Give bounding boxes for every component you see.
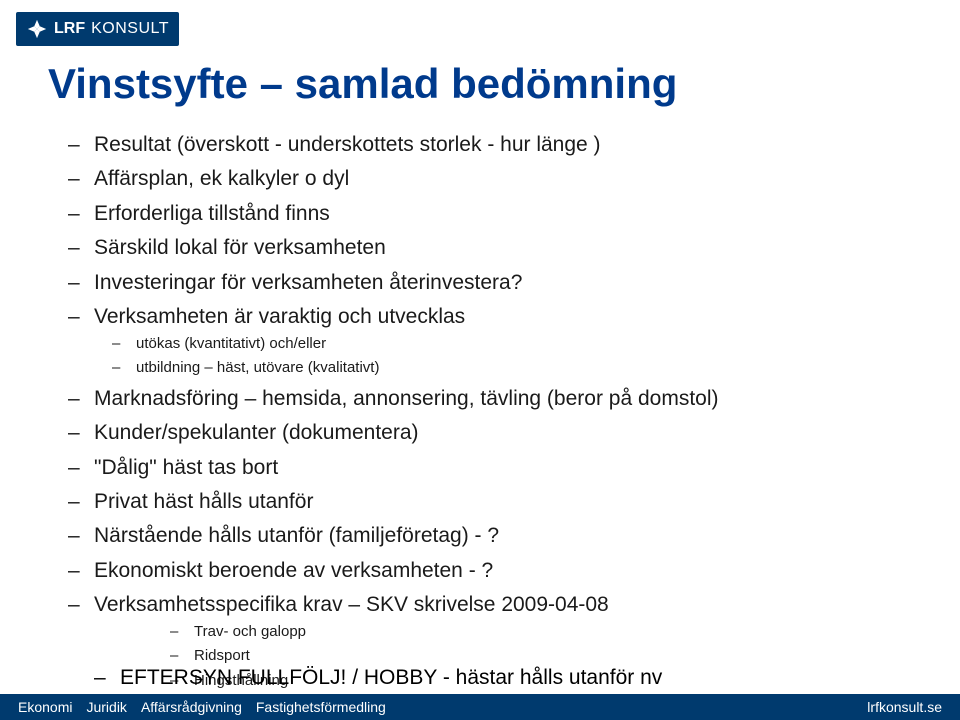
list-item-text: Resultat (överskott - underskottets stor… bbox=[94, 133, 601, 156]
last-line: EFTERSYN FULLFÖLJ! / HOBBY - hästar håll… bbox=[120, 666, 662, 690]
list-item-text: Ekonomiskt beroende av verksamheten - ? bbox=[94, 559, 493, 582]
list-item: Närstående hålls utanför (familjeföretag… bbox=[94, 521, 920, 551]
list-item-text: Särskild lokal för verksamheten bbox=[94, 236, 386, 259]
list-item: Marknadsföring – hemsida, annonsering, t… bbox=[94, 384, 920, 414]
list-item: Privat häst hålls utanför bbox=[94, 487, 920, 517]
list-item: Verksamheten är varaktig och utvecklas ut… bbox=[94, 302, 920, 379]
list-item-text: Erforderliga tillstånd finns bbox=[94, 202, 330, 225]
sub-item: utökas (kvantitativt) och/eller bbox=[136, 333, 920, 356]
list-item: Resultat (överskott - underskottets stor… bbox=[94, 130, 920, 160]
footer-service-item: Ekonomi bbox=[18, 699, 72, 715]
list-item: Erforderliga tillstånd finns bbox=[94, 199, 920, 229]
logo-brand: LRF bbox=[54, 20, 85, 38]
footer-service-item: Fastighetsförmedling bbox=[256, 699, 386, 715]
sub-item: utbildning – häst, utövare (kvalitativt) bbox=[136, 357, 920, 380]
list-item: Affärsplan, ek kalkyler o dyl bbox=[94, 164, 920, 194]
slide: LRF KONSULT Vinstsyfte – samlad bedömnin… bbox=[0, 0, 960, 720]
list-item: "Dålig" häst tas bort bbox=[94, 453, 920, 483]
footer-services: Ekonomi Juridik Affärsrådgivning Fastighets… bbox=[18, 699, 386, 715]
sub-item: Trav- och galopp bbox=[194, 621, 920, 644]
logo: LRF KONSULT bbox=[16, 12, 179, 46]
list-item: Ekonomiskt beroende av verksamheten - ? bbox=[94, 556, 920, 586]
logo-sub: KONSULT bbox=[91, 20, 169, 38]
list-item: Investeringar för verksamheten återinves… bbox=[94, 268, 920, 298]
list-item-text: Kunder/spekulanter (dokumentera) bbox=[94, 421, 419, 444]
logo-icon bbox=[26, 18, 48, 40]
footer-service-item: Affärsrådgivning bbox=[141, 699, 242, 715]
footer-bar: Ekonomi Juridik Affärsrådgivning Fastighets… bbox=[0, 694, 960, 720]
list-item-text: Investeringar för verksamheten återinves… bbox=[94, 271, 522, 294]
list-item-text: "Dålig" häst tas bort bbox=[94, 456, 278, 479]
sub-item: Ridsport bbox=[194, 645, 920, 668]
footer-site: lrfkonsult.se bbox=[867, 699, 942, 715]
bullet-list: Resultat (överskott - underskottets stor… bbox=[60, 130, 920, 720]
list-item: Kunder/spekulanter (dokumentera) bbox=[94, 418, 920, 448]
slide-title: Vinstsyfte – samlad bedömning bbox=[48, 60, 677, 108]
list-item-text: Affärsplan, ek kalkyler o dyl bbox=[94, 167, 349, 190]
list-item-text: Verksamhetsspecifika krav – SKV skrivels… bbox=[94, 593, 609, 616]
list-item-text: Närstående hålls utanför (familjeföretag… bbox=[94, 524, 499, 547]
list-item-text: Verksamheten är varaktig och utvecklas bbox=[94, 305, 465, 328]
list-item-text: Marknadsföring – hemsida, annonsering, t… bbox=[94, 387, 719, 410]
list-item-text: Privat häst hålls utanför bbox=[94, 490, 313, 513]
footer-service-item: Juridik bbox=[86, 699, 126, 715]
list-item: Särskild lokal för verksamheten bbox=[94, 233, 920, 263]
